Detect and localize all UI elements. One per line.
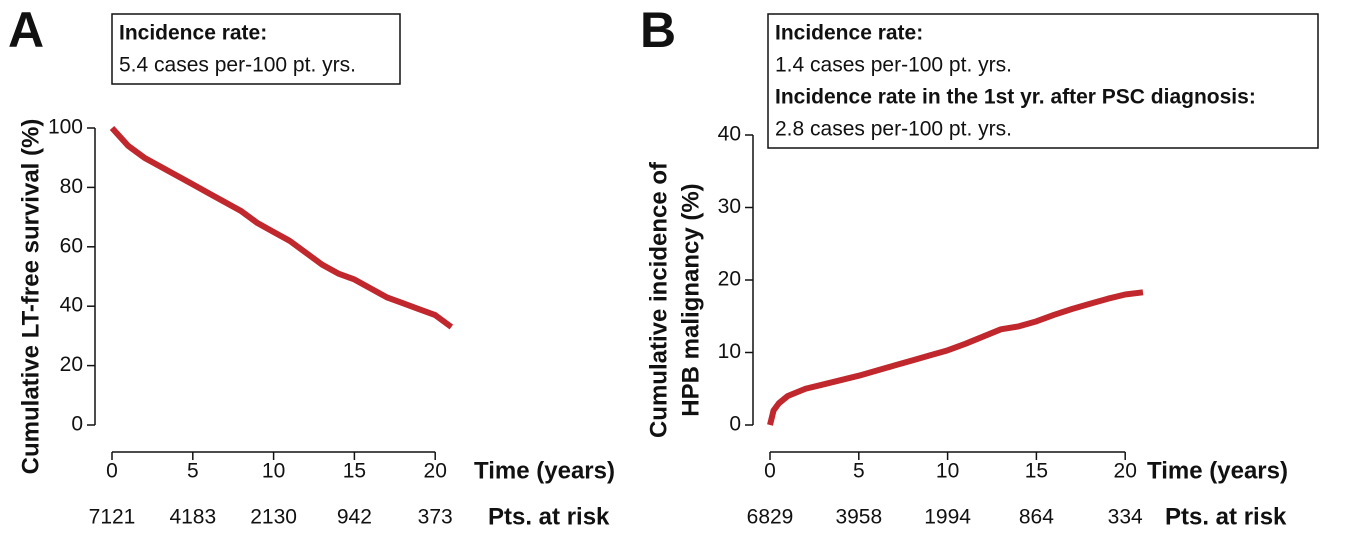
- annotation-box: [767, 13, 1319, 149]
- x-tick-label: 15: [1025, 460, 1048, 483]
- at-risk-count: 942: [337, 506, 372, 529]
- x-axis-title: Time (years): [474, 457, 615, 484]
- y-axis-title: Cumulative incidence of: [645, 161, 672, 438]
- x-tick-label: 20: [424, 460, 447, 483]
- y-tick-label: 20: [60, 353, 83, 376]
- at-risk-count: 6829: [747, 506, 794, 529]
- annotation: Incidence rate in the 1st yr. after PSC …: [775, 86, 1256, 109]
- x-tick-label: 5: [187, 460, 199, 483]
- at-risk-count: 3958: [835, 506, 882, 529]
- at-risk-count: 4183: [169, 506, 216, 529]
- survival-curve: [109, 125, 454, 330]
- y-tick-label: 30: [718, 195, 741, 218]
- y-tick-label: 40: [60, 294, 83, 317]
- survival-curve: [767, 289, 1144, 426]
- at-risk-count: 7121: [89, 506, 136, 529]
- annotation: 5.4 cases per-100 pt. yrs.: [119, 54, 356, 77]
- annotation: Incidence rate:: [119, 22, 267, 45]
- x-tick-label: 10: [936, 460, 959, 483]
- x-axis-title: Time (years): [1147, 457, 1288, 484]
- annotation-box: [111, 13, 401, 85]
- x-tick-label: 10: [262, 460, 285, 483]
- x-tick-label: 20: [1114, 460, 1137, 483]
- y-tick-label: 100: [48, 116, 83, 139]
- y-tick-label: 0: [71, 413, 83, 436]
- panel-letter: B: [640, 2, 676, 58]
- at-risk-label: Pts. at risk: [488, 503, 610, 530]
- y-axis-title: Cumulative LT-free survival (%): [17, 119, 44, 475]
- x-tick-label: 0: [106, 460, 118, 483]
- y-tick-label: 0: [729, 413, 741, 436]
- at-risk-count: 864: [1019, 506, 1054, 529]
- at-risk-count: 1994: [924, 506, 971, 529]
- at-risk-count: 373: [418, 506, 453, 529]
- y-tick-label: 20: [718, 268, 741, 291]
- annotation: 2.8 cases per-100 pt. yrs.: [775, 118, 1012, 141]
- at-risk-count: 334: [1108, 506, 1143, 529]
- panel-letter: A: [8, 2, 44, 58]
- annotation: Incidence rate:: [775, 22, 923, 45]
- x-tick-label: 0: [764, 460, 776, 483]
- x-tick-label: 5: [853, 460, 865, 483]
- y-tick-label: 10: [718, 340, 741, 363]
- at-risk-label: Pts. at risk: [1165, 503, 1287, 530]
- y-tick-label: 80: [60, 175, 83, 198]
- at-risk-count: 2130: [250, 506, 297, 529]
- x-tick-label: 15: [343, 460, 366, 483]
- y-axis-title: HPB malignancy (%): [677, 183, 704, 416]
- annotation: 1.4 cases per-100 pt. yrs.: [775, 54, 1012, 77]
- y-tick-label: 40: [718, 123, 741, 146]
- y-tick-label: 60: [60, 234, 83, 257]
